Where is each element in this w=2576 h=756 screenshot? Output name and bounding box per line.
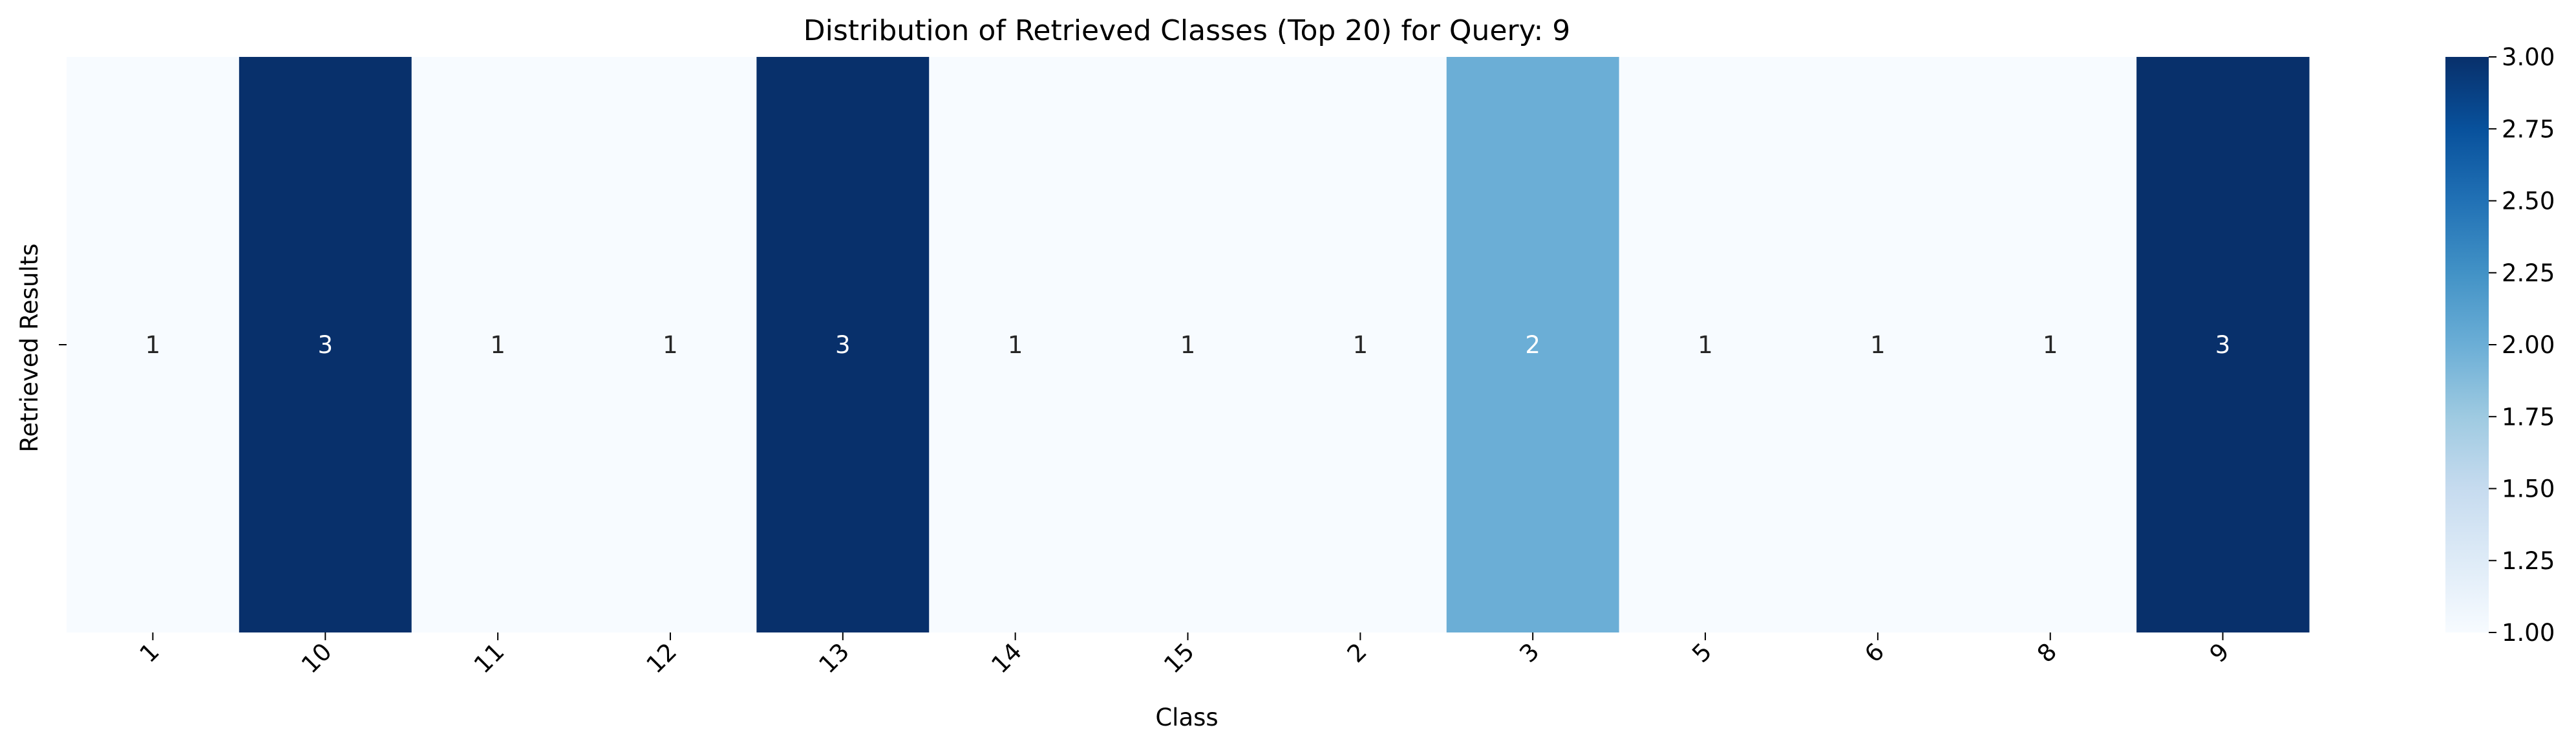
x-tick-label-3: 3 [1514,638,1544,668]
x-axis-label: Class [1155,704,1218,731]
heatmap-cell-3 [1446,57,1620,632]
heatmap-cell-14 [929,57,1102,632]
cell-value-11: 1 [490,331,506,359]
colorbar-tick-label-1.25: 1.25 [2502,547,2555,575]
heatmap-cells [67,57,2310,632]
x-axis-ticks: 1 10 11 12 13 14 15 2 3 5 6 8 9 [134,632,2235,679]
chart-title: Distribution of Retrieved Classes (Top 2… [804,14,1571,47]
cell-value-6: 1 [1870,331,1886,359]
heatmap-cell-15 [1102,57,1275,632]
heatmap-cell-1 [67,57,240,632]
cell-value-2: 1 [1353,331,1368,359]
heatmap-cell-12 [584,57,757,632]
colorbar-tick-label-2.50: 2.50 [2502,188,2555,215]
x-tick-label-15: 15 [1158,638,1200,679]
heatmap-cell-10 [239,57,412,632]
cell-value-3: 2 [1525,331,1540,359]
x-tick-label-1: 1 [134,638,165,668]
cell-value-12: 1 [663,331,678,359]
colorbar [2445,57,2489,632]
cell-value-15: 1 [1180,331,1196,359]
heatmap-cell-5 [1619,57,1793,632]
x-tick-label-10: 10 [296,638,337,679]
x-tick-label-6: 6 [1859,638,1889,668]
x-tick-label-14: 14 [986,638,1027,679]
colorbar-tick-label-1.50: 1.50 [2502,475,2555,503]
cell-value-5: 1 [1698,331,1713,359]
colorbar-ticks: 1.00 1.25 1.50 1.75 2.00 2.25 2.50 2.75 3.00 [2489,43,2555,647]
x-tick-label-5: 5 [1687,638,1717,668]
heatmap-cell-2 [1273,57,1447,632]
x-tick-label-11: 11 [469,638,510,679]
colorbar-tick-label-3.00: 3.00 [2502,43,2555,71]
heatmap-cell-6 [1791,57,1964,632]
x-tick-label-12: 12 [641,638,683,679]
colorbar-tick-label-1.75: 1.75 [2502,403,2555,431]
colorbar-tick-label-2.00: 2.00 [2502,331,2555,359]
cell-value-1: 1 [145,331,161,359]
colorbar-tick-label-1.00: 1.00 [2502,619,2555,647]
colorbar-tick-label-2.25: 2.25 [2502,259,2555,287]
cell-value-8: 1 [2043,331,2058,359]
colorbar-tick-label-2.75: 2.75 [2502,115,2555,143]
cell-value-14: 1 [1008,331,1023,359]
x-tick-label-13: 13 [813,638,855,679]
y-axis-label: Retrieved Results [16,243,43,452]
cell-annotations: 1 3 1 1 3 1 1 1 2 1 1 1 3 [145,331,2231,359]
heatmap-cell-9 [2136,57,2310,632]
cell-value-9: 3 [2215,331,2231,359]
heatmap-cell-8 [1964,57,2137,632]
heatmap-cell-13 [756,57,930,632]
x-tick-label-9: 9 [2204,638,2235,668]
heatmap-cell-11 [411,57,585,632]
x-tick-label-8: 8 [2032,638,2062,668]
cell-value-10: 3 [317,331,333,359]
cell-value-13: 3 [835,331,851,359]
x-tick-label-2: 2 [1342,638,1372,668]
